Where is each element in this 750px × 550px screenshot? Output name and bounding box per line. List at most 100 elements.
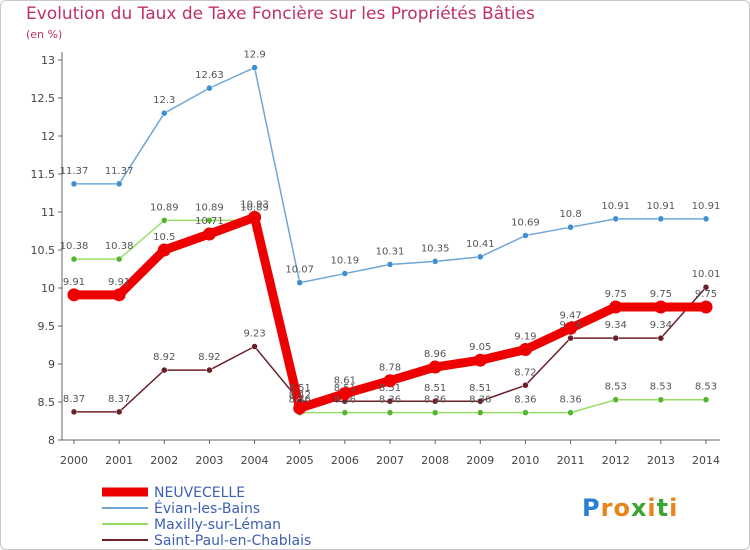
data-point-maxilly-sur-le-man bbox=[522, 409, 529, 416]
data-label-saint-paul-en-chablais: 8.37 bbox=[63, 394, 85, 405]
data-label-neuvecelle: 8.78 bbox=[379, 363, 401, 374]
data-label-maxilly-sur-le-man: 8.36 bbox=[469, 395, 491, 406]
data-point-e-vian-les-bains bbox=[386, 261, 394, 268]
logo-letter: r bbox=[600, 494, 614, 522]
data-label-e-vian-les-bains: 10.8 bbox=[559, 209, 581, 220]
legend-label-neuvecelle: NEUVECELLE bbox=[154, 485, 245, 501]
data-label-maxilly-sur-le-man: 8.53 bbox=[605, 382, 627, 393]
data-label-neuvecelle: 9.75 bbox=[650, 289, 672, 300]
data-label-maxilly-sur-le-man: 8.36 bbox=[289, 395, 311, 406]
data-label-e-vian-les-bains: 11.37 bbox=[105, 166, 134, 177]
data-point-maxilly-sur-le-man bbox=[657, 396, 665, 403]
x-tick-label: 2012 bbox=[602, 454, 630, 467]
data-label-maxilly-sur-le-man: 8.36 bbox=[514, 395, 536, 406]
data-label-maxilly-sur-le-man: 10.89 bbox=[150, 202, 179, 213]
data-label-neuvecelle: 9.19 bbox=[514, 332, 536, 343]
data-label-neuvecelle: 9.47 bbox=[559, 310, 581, 321]
data-point-neuvecelle bbox=[473, 353, 487, 367]
data-point-saint-paul-en-chablais bbox=[206, 366, 213, 374]
proxiti-logo: Proxiti bbox=[582, 494, 678, 522]
data-label-saint-paul-en-chablais: 8.92 bbox=[198, 352, 220, 363]
y-tick-label: 11 bbox=[41, 206, 55, 219]
data-point-e-vian-les-bains bbox=[206, 84, 213, 92]
y-tick-label: 9 bbox=[48, 358, 55, 371]
x-tick-label: 2004 bbox=[241, 454, 269, 467]
data-label-e-vian-les-bains: 10.91 bbox=[647, 201, 676, 212]
legend-label-e-vian-les-bains: Évian-les-Bains bbox=[154, 500, 260, 517]
data-label-neuvecelle: 8.42 bbox=[289, 390, 311, 401]
x-tick-label: 2010 bbox=[511, 454, 539, 467]
data-label-neuvecelle: 9.05 bbox=[469, 342, 491, 353]
data-point-e-vian-les-bains bbox=[251, 64, 258, 71]
x-tick-label: 2008 bbox=[421, 454, 449, 467]
x-tick-label: 2009 bbox=[466, 454, 494, 467]
logo-letter: t bbox=[656, 494, 670, 522]
data-label-saint-paul-en-chablais: 8.92 bbox=[153, 352, 175, 363]
data-label-saint-paul-en-chablais: 9.34 bbox=[650, 320, 672, 331]
data-label-maxilly-sur-le-man: 10.38 bbox=[60, 241, 89, 252]
data-label-neuvecelle: 10.5 bbox=[153, 232, 175, 243]
data-label-maxilly-sur-le-man: 8.53 bbox=[650, 382, 672, 393]
data-point-neuvecelle bbox=[383, 374, 397, 388]
data-point-maxilly-sur-le-man bbox=[386, 409, 394, 416]
data-label-maxilly-sur-le-man: 10.38 bbox=[105, 241, 134, 252]
data-label-maxilly-sur-le-man: 10.89 bbox=[195, 202, 224, 213]
data-point-neuvecelle bbox=[699, 300, 713, 314]
y-tick-label: 8.5 bbox=[38, 396, 56, 409]
x-tick-label: 2003 bbox=[195, 454, 223, 467]
data-point-maxilly-sur-le-man bbox=[477, 409, 484, 416]
data-point-e-vian-les-bains bbox=[702, 215, 710, 223]
data-point-e-vian-les-bains bbox=[567, 223, 574, 231]
data-label-saint-paul-en-chablais: 8.37 bbox=[108, 394, 130, 405]
data-point-neuvecelle bbox=[157, 243, 171, 257]
data-label-saint-paul-en-chablais: 10.01 bbox=[692, 269, 721, 280]
data-point-e-vian-les-bains bbox=[161, 109, 168, 117]
data-point-maxilly-sur-le-man bbox=[206, 217, 213, 224]
data-point-e-vian-les-bains bbox=[296, 279, 303, 286]
y-tick-label: 12.5 bbox=[31, 92, 56, 105]
data-label-maxilly-sur-le-man: 8.36 bbox=[379, 395, 401, 406]
data-point-maxilly-sur-le-man bbox=[612, 396, 619, 403]
x-tick-label: 2007 bbox=[376, 454, 404, 467]
data-label-saint-paul-en-chablais: 8.51 bbox=[424, 383, 446, 394]
logo-letter: i bbox=[647, 494, 657, 522]
data-label-neuvecelle: 9.75 bbox=[695, 289, 717, 300]
data-label-e-vian-les-bains: 10.69 bbox=[511, 218, 540, 229]
data-label-e-vian-les-bains: 10.31 bbox=[376, 246, 405, 257]
data-point-neuvecelle bbox=[609, 300, 623, 314]
x-tick-label: 2005 bbox=[286, 454, 314, 467]
logo-letter: i bbox=[669, 494, 679, 522]
data-label-e-vian-les-bains: 11.37 bbox=[60, 166, 89, 177]
logo-letter: o bbox=[613, 494, 631, 522]
x-tick-label: 2002 bbox=[150, 454, 178, 467]
data-point-e-vian-les-bains bbox=[341, 270, 349, 277]
y-tick-label: 8 bbox=[48, 434, 55, 447]
data-label-e-vian-les-bains: 12.3 bbox=[153, 95, 175, 106]
data-point-saint-paul-en-chablais bbox=[431, 397, 439, 405]
data-label-neuvecelle: 9.75 bbox=[605, 289, 627, 300]
x-tick-label: 2011 bbox=[557, 454, 585, 467]
x-tick-label: 2000 bbox=[60, 454, 88, 467]
data-point-maxilly-sur-le-man bbox=[70, 255, 78, 263]
data-label-maxilly-sur-le-man: 8.36 bbox=[559, 395, 581, 406]
data-label-maxilly-sur-le-man: 8.36 bbox=[424, 395, 446, 406]
x-tick-label: 2013 bbox=[647, 454, 675, 467]
data-point-saint-paul-en-chablais bbox=[115, 408, 123, 416]
data-point-saint-paul-en-chablais bbox=[702, 283, 710, 291]
data-label-e-vian-les-bains: 10.07 bbox=[285, 265, 314, 276]
data-label-e-vian-les-bains: 10.41 bbox=[466, 239, 495, 250]
data-point-maxilly-sur-le-man bbox=[115, 255, 123, 263]
data-point-saint-paul-en-chablais bbox=[477, 397, 484, 405]
data-label-e-vian-les-bains: 10.19 bbox=[331, 256, 360, 267]
data-point-e-vian-les-bains bbox=[115, 180, 123, 188]
data-label-saint-paul-en-chablais: 8.51 bbox=[379, 383, 401, 394]
data-point-saint-paul-en-chablais bbox=[522, 382, 529, 389]
data-label-e-vian-les-bains: 10.35 bbox=[421, 243, 450, 254]
data-label-maxilly-sur-le-man: 8.53 bbox=[695, 382, 717, 393]
data-point-maxilly-sur-le-man bbox=[702, 396, 710, 403]
data-point-e-vian-les-bains bbox=[522, 232, 529, 239]
unit-label: (en %) bbox=[26, 28, 63, 41]
data-point-e-vian-les-bains bbox=[657, 215, 665, 223]
y-tick-label: 10.5 bbox=[31, 244, 56, 257]
data-label-saint-paul-en-chablais: 9.23 bbox=[243, 329, 265, 340]
